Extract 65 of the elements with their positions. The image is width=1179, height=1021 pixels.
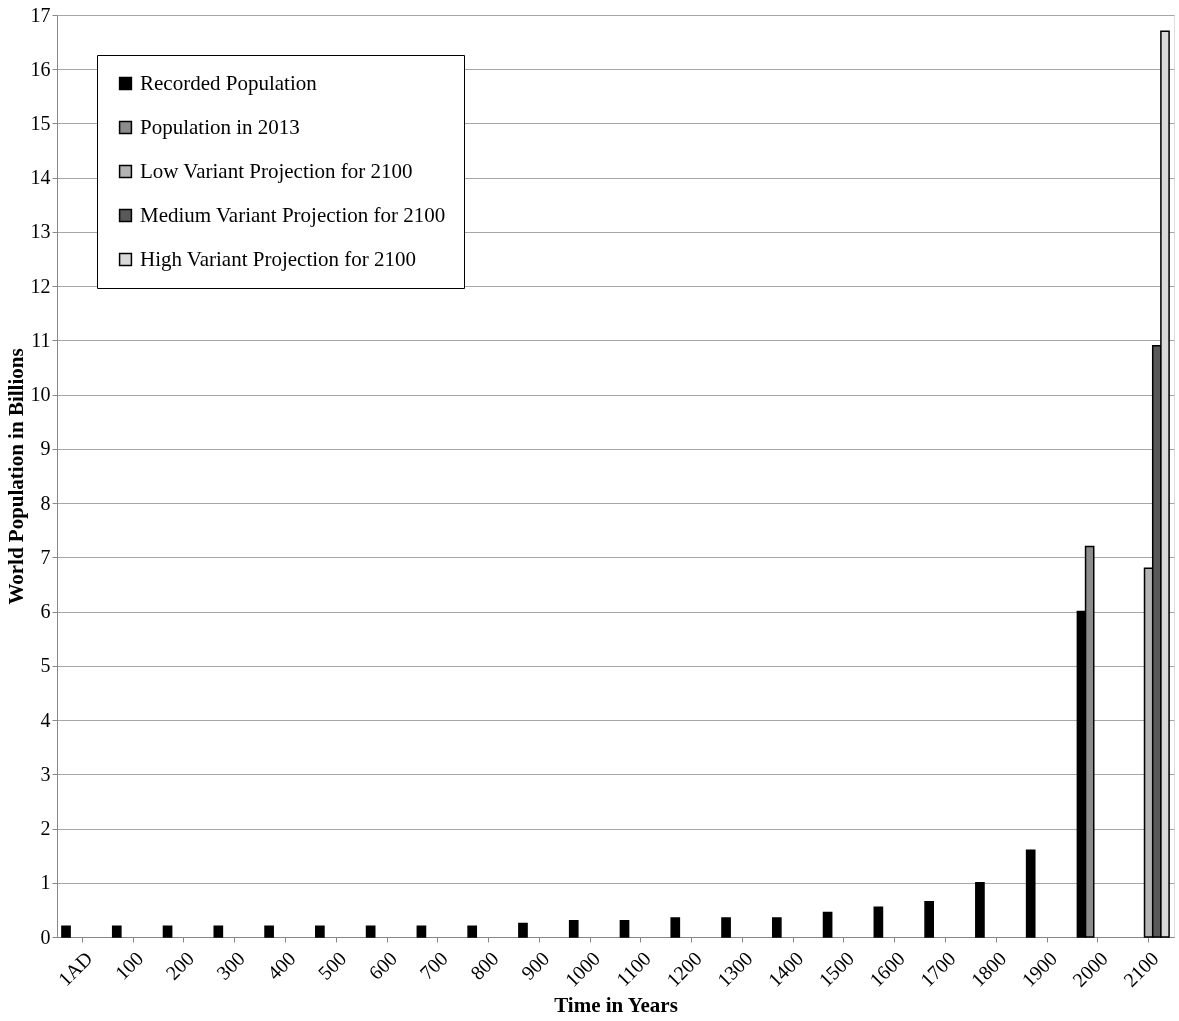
bar bbox=[264, 925, 274, 938]
bar bbox=[670, 917, 681, 938]
y-tick-label: 4 bbox=[40, 708, 51, 731]
bar bbox=[771, 917, 782, 938]
y-tick-label: 0 bbox=[40, 925, 51, 948]
y-tick-label: 12 bbox=[30, 274, 51, 297]
y-axis-title: World Population in Billions bbox=[3, 348, 28, 605]
bar bbox=[61, 925, 71, 938]
y-tick-label: 9 bbox=[40, 437, 51, 460]
bar bbox=[213, 925, 224, 938]
x-axis-title: Time in Years bbox=[554, 992, 678, 1017]
legend-label: Medium Variant Projection for 2100 bbox=[140, 202, 446, 227]
legend-label: Low Variant Projection for 2100 bbox=[140, 158, 413, 183]
y-tick-label: 16 bbox=[30, 57, 51, 80]
y-tick-label: 11 bbox=[31, 328, 51, 351]
y-tick-label: 6 bbox=[40, 600, 51, 623]
bar bbox=[1025, 849, 1036, 938]
y-tick-label: 2 bbox=[40, 817, 51, 840]
y-tick-label: 8 bbox=[40, 491, 51, 514]
bar bbox=[111, 925, 122, 938]
bar bbox=[619, 919, 630, 938]
legend-label: Recorded Population bbox=[140, 70, 318, 95]
y-tick-label: 7 bbox=[40, 545, 51, 568]
x-tick-label: 100 bbox=[110, 947, 148, 984]
legend-label: High Variant Projection for 2100 bbox=[140, 246, 417, 271]
x-tick-label: 1000 bbox=[560, 947, 605, 991]
y-tick-label: 1 bbox=[40, 871, 51, 894]
bar bbox=[975, 882, 985, 938]
x-tick-label: 1100 bbox=[611, 947, 656, 991]
bar bbox=[721, 917, 731, 938]
bar bbox=[467, 925, 478, 938]
y-tick-label: 17 bbox=[30, 3, 51, 26]
y-tick-label: 5 bbox=[40, 654, 51, 677]
bar bbox=[365, 925, 376, 938]
x-tick-label: 600 bbox=[364, 947, 402, 984]
bar bbox=[315, 925, 325, 938]
bar bbox=[873, 906, 884, 938]
bar bbox=[568, 919, 579, 938]
bar bbox=[924, 901, 934, 938]
y-tick-label: 14 bbox=[30, 166, 51, 189]
x-tick-label: 200 bbox=[161, 947, 199, 984]
y-tick-label: 15 bbox=[30, 111, 51, 134]
legend-label: Population in 2013 bbox=[140, 114, 300, 139]
x-tick-label: 800 bbox=[465, 947, 503, 984]
bar bbox=[822, 911, 833, 938]
x-tick-label: 1600 bbox=[865, 947, 909, 991]
x-tick-label: 900 bbox=[516, 947, 554, 984]
x-tick-label: 1200 bbox=[661, 947, 706, 991]
bar bbox=[518, 922, 528, 938]
y-tick-label: 3 bbox=[40, 762, 51, 785]
bar bbox=[416, 925, 427, 938]
x-tick-label: 1800 bbox=[966, 947, 1011, 991]
x-tick-label: 1700 bbox=[915, 947, 960, 991]
x-tick-label: 1900 bbox=[1017, 947, 1062, 991]
x-tick-label: 400 bbox=[262, 947, 300, 984]
y-tick-label: 10 bbox=[30, 383, 51, 406]
x-tick-label: 1300 bbox=[712, 947, 757, 991]
x-tick-label: 700 bbox=[415, 947, 452, 984]
x-tick-label: 1500 bbox=[814, 947, 859, 991]
x-tick-label: 500 bbox=[313, 947, 351, 984]
y-tick-label: 13 bbox=[30, 220, 51, 243]
bar bbox=[162, 925, 173, 938]
x-tick-label: 1AD bbox=[53, 947, 97, 991]
x-tick-label: 1400 bbox=[763, 947, 808, 991]
x-tick-label: 300 bbox=[212, 947, 249, 984]
